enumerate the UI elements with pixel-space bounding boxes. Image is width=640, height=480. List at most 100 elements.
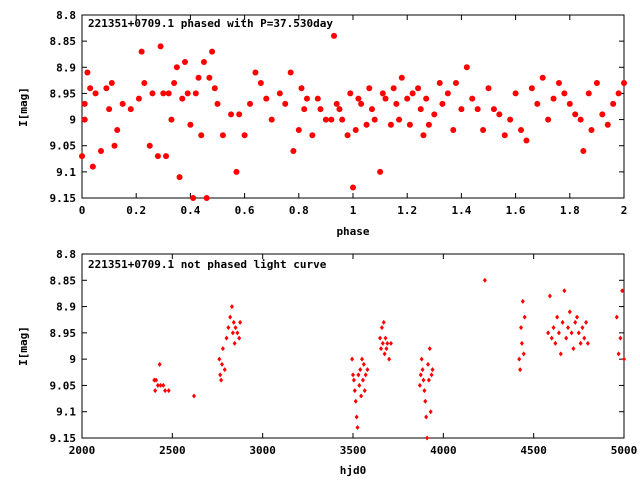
data-point xyxy=(588,127,595,134)
data-point xyxy=(190,195,197,201)
x-tick-label: 1.4 xyxy=(451,204,471,217)
data-point xyxy=(153,388,158,394)
data-point xyxy=(429,372,434,378)
plot-frame xyxy=(81,253,625,439)
x-tick-label: 2500 xyxy=(159,444,186,457)
data-point xyxy=(436,79,443,86)
data-point xyxy=(309,132,316,139)
data-point xyxy=(381,319,386,325)
data-point xyxy=(84,69,91,76)
data-point xyxy=(89,163,96,170)
data-point xyxy=(179,95,186,102)
data-point xyxy=(282,100,289,107)
data-point xyxy=(547,293,552,299)
data-point xyxy=(119,100,126,107)
data-point xyxy=(352,388,357,394)
data-point xyxy=(314,95,321,102)
data-point xyxy=(452,79,459,86)
data-point xyxy=(154,153,161,160)
y-tick-labels: 8.8 8.85 8.9 8.95 9 9.05 9.1 9.15 xyxy=(50,9,77,205)
data-point xyxy=(474,106,481,113)
data-point xyxy=(549,335,554,341)
data-point xyxy=(363,372,368,378)
x-tick-label: 1.8 xyxy=(560,204,580,217)
data-point xyxy=(220,361,225,367)
data-point xyxy=(622,356,626,362)
y-axis-label: I[mag] xyxy=(17,326,30,366)
data-point xyxy=(235,330,240,336)
y-tick-label: 8.85 xyxy=(50,35,77,48)
data-point xyxy=(97,147,104,154)
data-point xyxy=(521,351,526,357)
data-point xyxy=(352,127,359,134)
data-point xyxy=(317,106,324,113)
tick-marks xyxy=(81,14,625,199)
x-tick-labels: 0 0.2 0.4 0.6 0.8 1 1.2 1.4 1.6 1.8 2 xyxy=(79,204,628,217)
data-point xyxy=(209,48,216,55)
data-point xyxy=(276,90,283,97)
data-point xyxy=(571,346,576,352)
data-point xyxy=(198,132,205,139)
data-point xyxy=(229,304,234,310)
data-point xyxy=(423,95,430,102)
data-point xyxy=(368,106,375,113)
data-point xyxy=(517,356,522,362)
x-tick-label: 0.4 xyxy=(180,204,200,217)
data-point xyxy=(439,100,446,107)
x-tick-label: 2 xyxy=(621,204,628,217)
x-tick-label: 1 xyxy=(350,204,357,217)
data-point xyxy=(528,85,535,92)
data-point xyxy=(388,340,393,346)
data-point xyxy=(572,111,579,118)
data-point xyxy=(518,127,525,134)
data-point xyxy=(192,393,197,399)
data-point xyxy=(580,147,587,154)
data-point xyxy=(569,330,574,336)
data-point xyxy=(377,168,384,175)
data-point xyxy=(575,314,580,320)
data-point xyxy=(295,127,302,134)
data-point xyxy=(610,100,617,107)
data-point xyxy=(363,121,370,128)
data-point xyxy=(385,340,390,346)
data-point xyxy=(268,116,275,123)
data-point xyxy=(415,85,422,92)
phased-light-curve-plot: 0 0.2 0.4 0.6 0.8 1 1.2 1.4 1.6 1.8 2 8.88.858.98.… xyxy=(17,9,627,238)
data-point xyxy=(230,330,235,336)
data-point xyxy=(106,106,113,113)
data-point xyxy=(214,100,221,107)
data-point xyxy=(422,388,427,394)
data-point xyxy=(187,121,194,128)
data-point xyxy=(431,111,438,118)
y-tick-label: 9.15 xyxy=(50,192,77,205)
data-point xyxy=(426,377,431,383)
data-point xyxy=(359,393,364,399)
data-point xyxy=(103,85,110,92)
data-point xyxy=(383,335,388,341)
data-point xyxy=(365,367,370,373)
data-point xyxy=(576,330,581,336)
data-point xyxy=(351,377,356,383)
data-point xyxy=(463,64,470,71)
data-point xyxy=(366,85,373,92)
data-point xyxy=(444,90,451,97)
data-point xyxy=(387,121,394,128)
data-point xyxy=(379,90,386,97)
data-point xyxy=(379,325,384,331)
y-tick-label: 9.05 xyxy=(50,379,77,392)
data-point xyxy=(428,409,433,415)
data-point xyxy=(158,382,163,388)
y-tick-label: 9 xyxy=(69,353,76,366)
x-tick-labels: 2000 2500 3000 3500 4000 4500 5000 xyxy=(69,444,638,457)
data-point xyxy=(519,340,524,346)
data-point xyxy=(480,127,487,134)
data-point xyxy=(614,314,619,320)
data-point xyxy=(141,79,148,86)
data-point xyxy=(290,147,297,154)
data-point xyxy=(138,48,145,55)
data-point xyxy=(233,168,240,175)
data-point xyxy=(566,100,573,107)
data-point xyxy=(252,69,259,76)
y-tick-label: 8.8 xyxy=(56,248,76,261)
data-point xyxy=(157,43,164,50)
